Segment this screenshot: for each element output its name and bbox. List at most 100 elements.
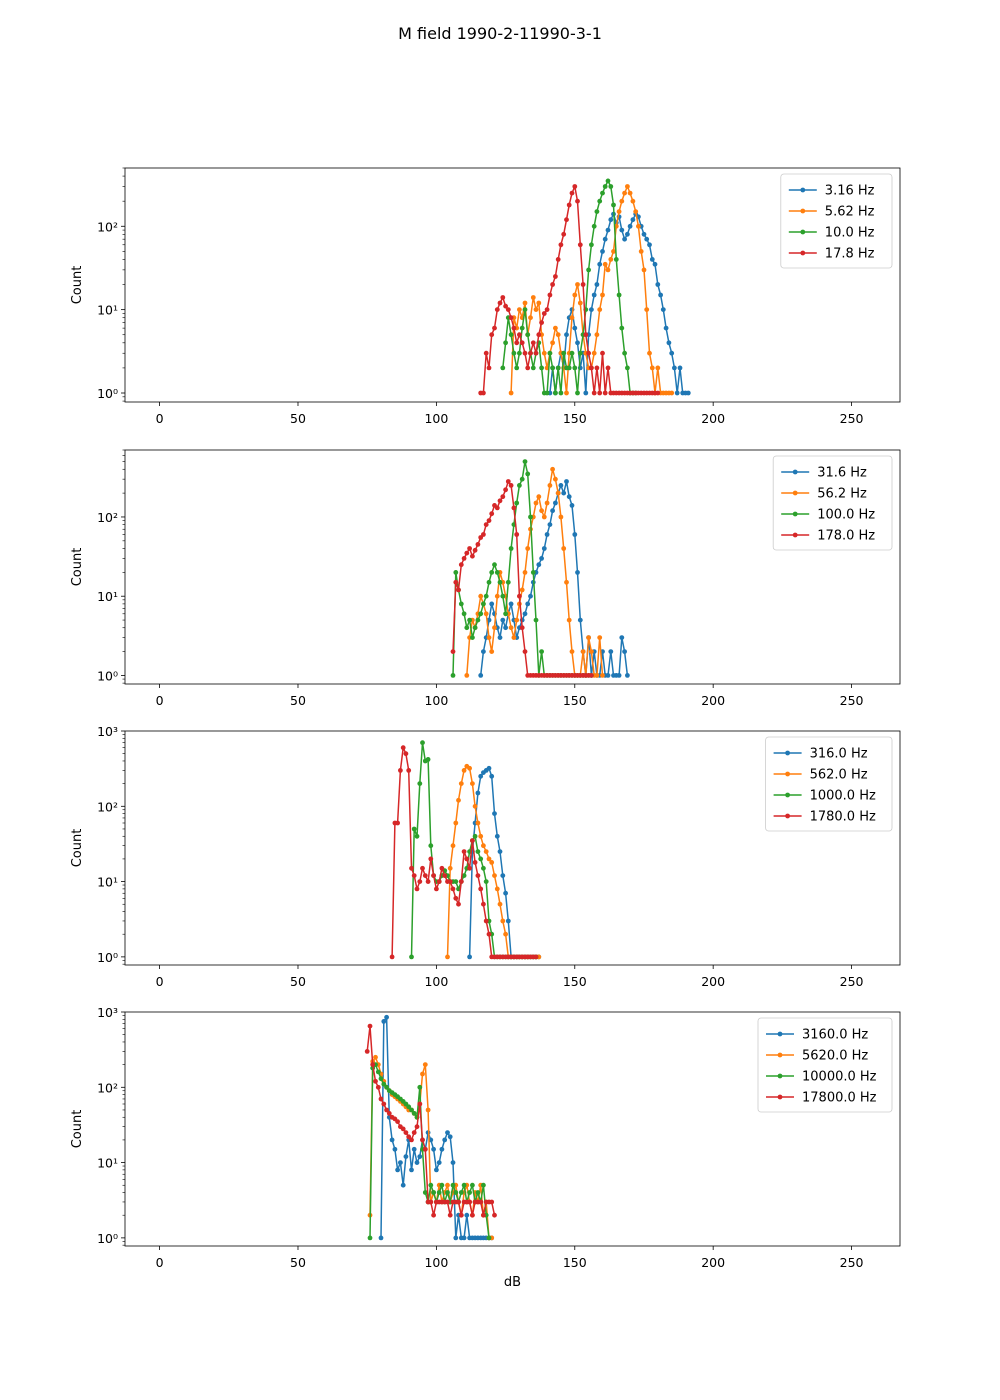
data-point xyxy=(398,1160,403,1165)
data-point xyxy=(572,292,578,298)
data-point xyxy=(486,1235,492,1241)
data-point xyxy=(403,751,409,757)
data-point xyxy=(450,886,456,892)
data-point xyxy=(591,223,597,229)
legend-box xyxy=(772,455,893,551)
data-point xyxy=(492,873,497,878)
data-point xyxy=(677,365,683,371)
data-point xyxy=(544,390,550,396)
data-point xyxy=(566,494,572,500)
data-point xyxy=(608,217,614,223)
data-point xyxy=(500,593,506,599)
data-point xyxy=(378,1096,384,1102)
data-point xyxy=(580,649,586,654)
axes-frame xyxy=(124,730,901,966)
data-point xyxy=(436,879,442,884)
legend-marker xyxy=(800,229,806,235)
data-point xyxy=(439,1182,445,1188)
data-point xyxy=(619,325,625,331)
data-point xyxy=(461,768,467,773)
data-point xyxy=(414,833,420,839)
x-tick-label: 250 xyxy=(840,974,864,989)
data-point xyxy=(503,340,508,346)
data-point xyxy=(389,1137,395,1143)
data-point xyxy=(411,873,417,878)
data-point xyxy=(539,508,544,514)
data-point xyxy=(641,267,647,273)
data-point xyxy=(420,865,425,871)
data-point xyxy=(400,1182,406,1188)
legend-marker xyxy=(785,792,790,798)
data-point xyxy=(616,673,622,678)
data-point xyxy=(500,617,506,623)
data-point xyxy=(472,547,478,553)
data-point xyxy=(550,340,555,346)
data-point xyxy=(453,1190,459,1195)
data-point xyxy=(672,365,677,371)
data-point xyxy=(508,390,514,396)
data-point xyxy=(525,601,531,607)
data-point xyxy=(600,292,605,298)
legend-label: 5.62 Hz xyxy=(825,205,875,220)
data-point xyxy=(525,546,531,551)
data-point xyxy=(622,350,627,356)
data-point xyxy=(445,1190,450,1195)
data-point xyxy=(461,1235,467,1241)
y-tick-label: 10⁰ xyxy=(97,668,118,683)
legend-label: 10.0 Hz xyxy=(825,226,875,241)
data-point xyxy=(411,1146,417,1152)
data-point xyxy=(422,1146,428,1152)
data-point xyxy=(638,249,644,254)
data-point xyxy=(508,332,514,338)
data-point xyxy=(409,1167,414,1173)
data-point xyxy=(445,1199,450,1205)
legend-label: 56.2 Hz xyxy=(817,487,867,502)
data-point xyxy=(458,1212,464,1218)
data-point xyxy=(475,849,481,854)
legend-label: 100.0 Hz xyxy=(817,508,875,523)
data-point xyxy=(530,340,536,346)
data-point xyxy=(378,1076,384,1082)
legend-marker xyxy=(800,208,806,214)
data-point xyxy=(475,542,481,547)
data-point xyxy=(519,587,525,593)
y-tick-label: 10² xyxy=(97,219,118,234)
data-point xyxy=(422,873,428,878)
data-point xyxy=(594,209,600,215)
data-point xyxy=(431,1146,436,1152)
data-point xyxy=(519,340,525,346)
data-point xyxy=(403,1130,409,1135)
data-point xyxy=(486,365,492,371)
data-point xyxy=(655,365,661,371)
data-point xyxy=(517,332,522,338)
data-point xyxy=(434,886,439,892)
data-point xyxy=(395,1167,400,1173)
data-point xyxy=(528,315,533,321)
data-point xyxy=(605,178,611,184)
legend-label: 3.16 Hz xyxy=(825,184,875,199)
data-point xyxy=(594,365,600,371)
data-point xyxy=(663,325,669,331)
data-point xyxy=(611,202,616,208)
data-point xyxy=(478,1199,484,1205)
data-point xyxy=(508,546,514,551)
y-tick-label: 10² xyxy=(97,799,118,814)
x-tick-label: 250 xyxy=(840,411,864,426)
data-point xyxy=(478,673,484,678)
x-axis-label: dB xyxy=(504,1275,521,1290)
data-point xyxy=(456,797,461,803)
data-point xyxy=(530,365,536,371)
data-point xyxy=(445,954,450,960)
data-point xyxy=(420,740,425,746)
data-point xyxy=(553,390,558,396)
data-point xyxy=(398,768,403,773)
data-point xyxy=(472,803,478,809)
data-point xyxy=(470,781,475,786)
data-point xyxy=(608,649,614,654)
data-point xyxy=(503,890,508,896)
data-point xyxy=(422,1062,428,1067)
data-point xyxy=(453,579,459,585)
data-point xyxy=(492,811,497,816)
data-point xyxy=(384,1107,389,1113)
data-point xyxy=(483,522,489,527)
